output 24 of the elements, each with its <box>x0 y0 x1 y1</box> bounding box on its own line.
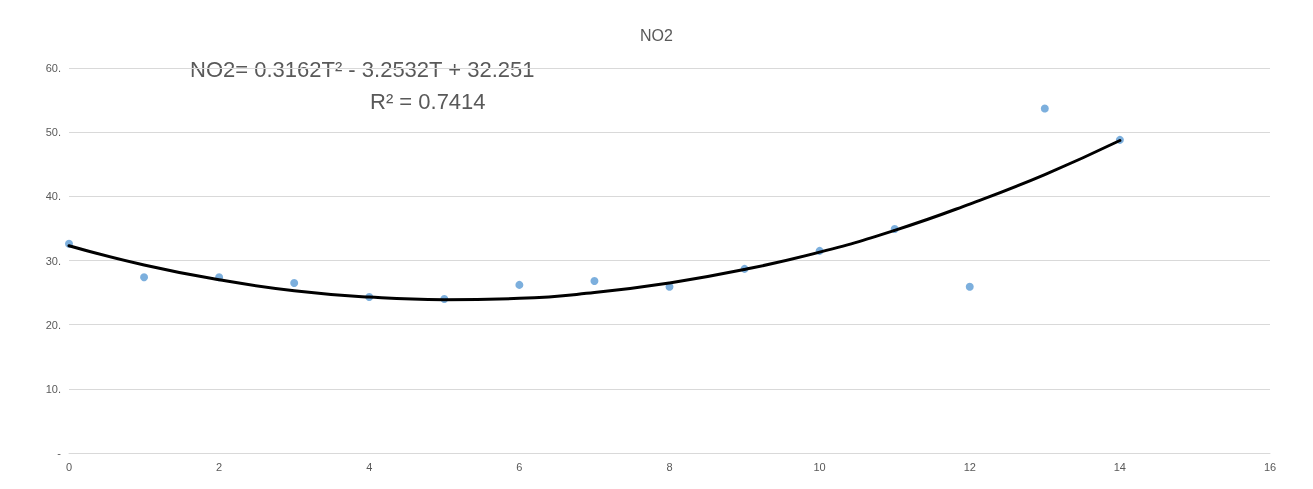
x-tick-label: 6 <box>516 460 523 473</box>
y-tick-label: 30. <box>45 254 61 267</box>
point <box>140 273 149 282</box>
point <box>1040 104 1049 113</box>
x-tick-label: 8 <box>666 460 673 473</box>
x-tick-label: 2 <box>216 460 223 473</box>
x-tick-label: 16 <box>1263 460 1277 473</box>
chart-title: NO2 <box>640 26 674 44</box>
x-tick-label: 4 <box>366 460 373 473</box>
y-tick-label: 60. <box>45 62 61 74</box>
x-tick-label: 12 <box>963 460 976 473</box>
y-tick-label: 20. <box>45 318 61 331</box>
point <box>515 280 524 289</box>
point <box>290 278 299 287</box>
point <box>965 282 974 291</box>
y-tick-label: 10. <box>45 382 61 395</box>
point <box>590 277 599 286</box>
y-tick-label: 50. <box>45 126 61 139</box>
annotation: R² = 0.7414 <box>370 88 486 114</box>
y-tick-label: - <box>57 447 62 459</box>
x-tick-label: 10 <box>813 460 826 473</box>
y-tick-label: 40. <box>45 190 61 203</box>
x-tick-label: 0 <box>65 460 73 473</box>
x-tick-label: 14 <box>1113 460 1126 473</box>
